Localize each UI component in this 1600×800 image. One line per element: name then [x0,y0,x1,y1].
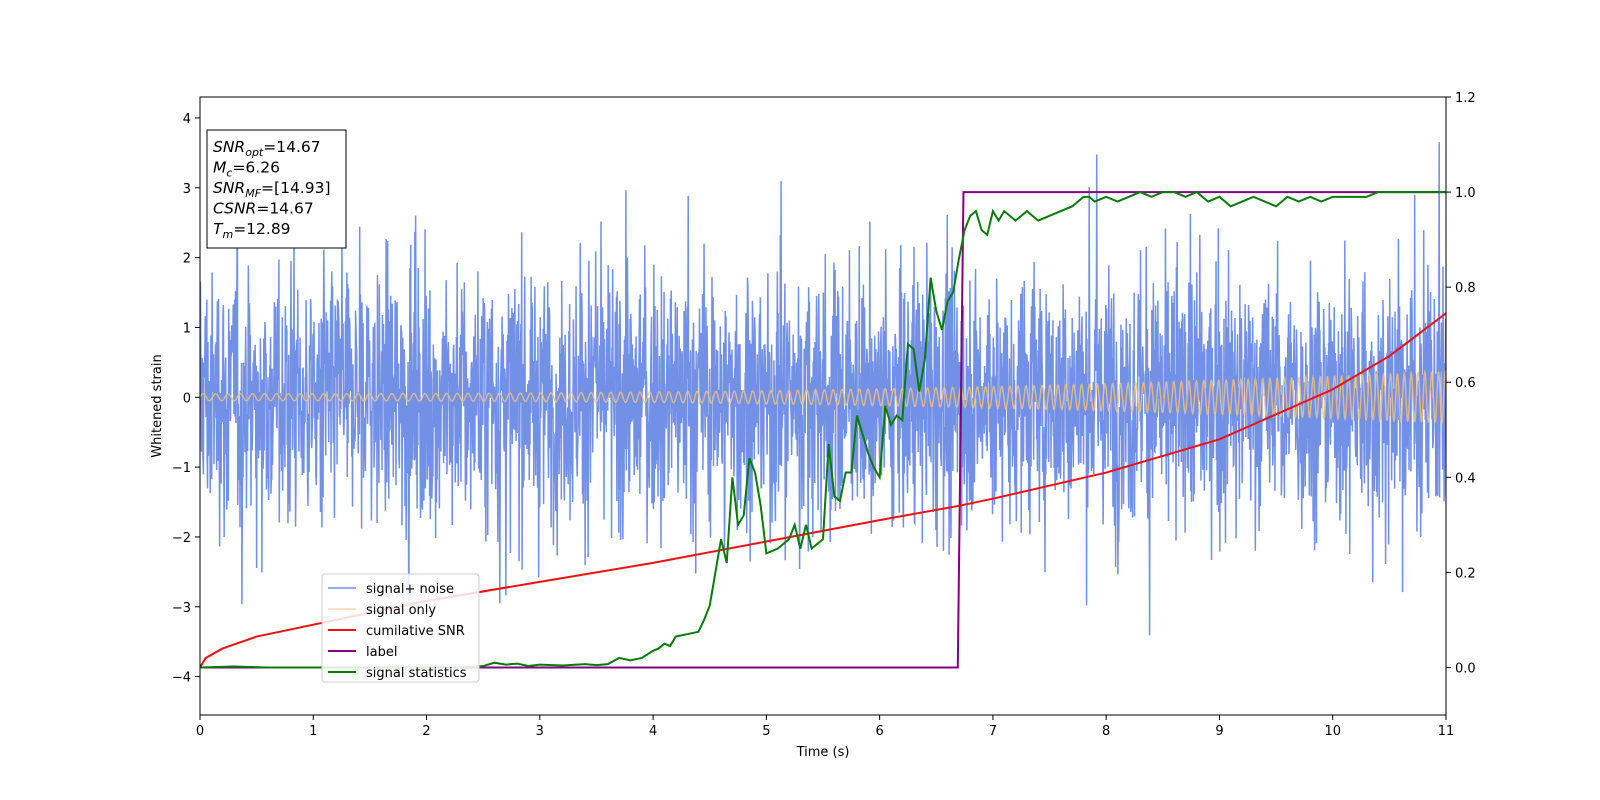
y-axis-right: 0.0 0.2 0.4 0.6 0.8 1.0 1.2 [1446,91,1476,676]
series-label [200,191,1446,669]
y-right-tick-label: 0.6 [1455,376,1476,391]
y-left-tick-label: 2 [183,252,191,267]
info-value: =6.26 [232,159,280,177]
y-right-tick-label: 1.0 [1455,186,1476,201]
info-line: Tm=12.89 [213,220,291,241]
y-right-tick-label: 0.0 [1455,661,1476,676]
y-axis-label: Whitened strain [150,354,165,457]
x-tick-label: 0 [196,724,204,739]
info-symbol: SNR [213,138,245,156]
info-symbol: SNR [213,179,245,197]
x-tick-label: 2 [422,724,430,739]
y-left-tick-label: −1 [172,461,191,476]
x-tick-label: 10 [1324,724,1341,739]
info-subscript: c [226,167,232,180]
y-left-tick-label: 4 [183,112,191,127]
info-line: Mc=6.26 [213,159,280,180]
legend-entry: cumilative SNR [366,624,465,639]
x-tick-label: 4 [649,724,657,739]
info-subscript: m [222,228,233,241]
x-tick-label: 3 [536,724,544,739]
series-layer [200,142,1446,669]
x-axis-label: Time (s) [796,745,850,760]
info-value: =14.67 [256,200,313,218]
y-left-tick-label: −2 [172,531,191,546]
info-value: =12.89 [233,220,290,238]
info-value: =14.67 [263,138,320,156]
y-right-tick-label: 0.4 [1455,471,1476,486]
legend-entry: signal only [366,603,436,618]
x-axis: 0 1 2 3 4 5 6 7 8 9 10 11 [196,715,1454,739]
series-cumilative-snr [200,312,1446,668]
legend: signal+ noise signal only cumilative SNR la… [321,573,480,683]
x-tick-label: 9 [1215,724,1223,739]
info-subscript: MF [245,187,261,200]
x-tick-label: 11 [1438,724,1455,739]
series-signal-plus-noise [200,142,1446,636]
x-tick-label: 1 [309,724,317,739]
info-subscript: opt [245,146,264,159]
legend-entry: signal statistics [366,666,467,681]
info-symbol: T [213,220,224,238]
series-signal-only [200,369,1446,426]
y-right-tick-label: 0.8 [1455,281,1476,296]
y-right-tick-label: 0.2 [1455,566,1476,581]
y-right-tick-label: 1.2 [1455,91,1476,106]
info-box: SNRopt=14.67Mc=6.26SNRMF=[14.93]CSNR=14.… [206,129,347,249]
legend-entry: signal+ noise [366,582,454,597]
info-line: SNRopt=14.67 [213,138,321,159]
series-signal-statistics [200,190,1446,669]
y-left-tick-label: −4 [172,671,191,686]
x-tick-label: 8 [1102,724,1110,739]
info-value: =[14.93] [261,179,330,197]
x-tick-label: 7 [989,724,997,739]
y-left-tick-label: −3 [172,601,191,616]
plot-frame [199,96,1447,716]
y-left-tick-label: 3 [183,182,191,197]
info-symbol: M [213,159,226,177]
legend-entry: label [366,645,397,660]
x-tick-label: 6 [875,724,883,739]
y-left-tick-label: 1 [183,321,191,336]
y-left-tick-label: 0 [183,391,191,406]
info-line: SNRMF=[14.93] [213,179,331,200]
y-axis-left: −4 −3 −2 −1 0 1 2 3 4 [172,112,200,686]
info-symbol: CSNR [213,200,256,218]
x-tick-label: 5 [762,724,770,739]
info-line: CSNR=14.67 [213,200,314,218]
